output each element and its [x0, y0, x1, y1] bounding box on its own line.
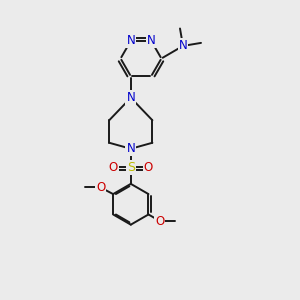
Text: O: O [96, 181, 105, 194]
Text: O: O [109, 161, 118, 174]
Text: S: S [127, 161, 135, 174]
Text: N: N [126, 34, 135, 47]
Text: O: O [155, 214, 164, 228]
Text: N: N [126, 142, 135, 155]
Text: N: N [178, 39, 188, 52]
Text: N: N [126, 91, 135, 104]
Text: N: N [147, 34, 156, 47]
Text: O: O [144, 161, 153, 174]
